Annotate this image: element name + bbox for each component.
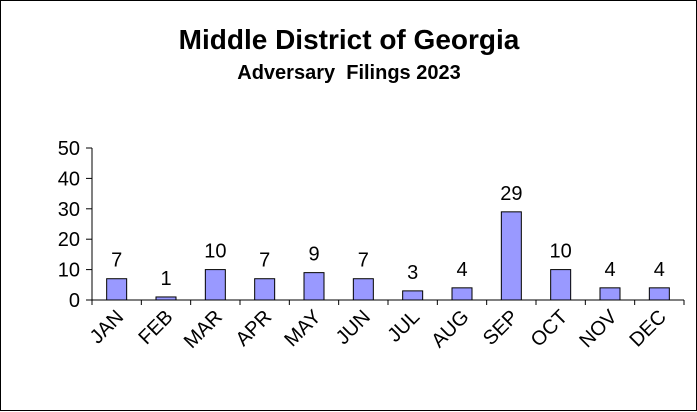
chart-title: Middle District of Georgia [179, 24, 520, 55]
x-tick-label-jul: JUL [383, 306, 424, 347]
data-label-jul: 3 [407, 262, 418, 284]
bar-feb [155, 296, 177, 301]
y-tick-label: 40 [58, 168, 80, 190]
x-tick-label-jan: JAN [86, 306, 128, 348]
x-tick-label-jun: JUN [332, 306, 375, 349]
bar-jan [106, 278, 128, 301]
y-tick-label: 10 [58, 260, 80, 282]
chart-subtitle: Adversary Filings 2023 [237, 62, 460, 84]
x-tick-label-dec: DEC [625, 306, 670, 351]
x-tick-label-oct: OCT [527, 306, 572, 351]
bar-may [303, 272, 325, 301]
y-tick-label: 50 [58, 138, 80, 160]
data-label-apr: 7 [259, 250, 270, 272]
plot-area: 0 10 20 30 40 50 7 JAN 1 FEB 10 MAR 7 APR 9 MAY 7 JUN 3 JUL… [58, 138, 685, 353]
x-tick-label-sep: SEP [479, 306, 523, 350]
bar-nov [599, 287, 621, 301]
data-label-feb: 1 [160, 268, 171, 290]
y-tick-label: 20 [58, 229, 80, 251]
data-label-dec: 4 [654, 259, 665, 281]
bar-jul [402, 290, 424, 301]
bar-aug [451, 287, 473, 301]
x-tick-label-mar: MAR [180, 306, 227, 353]
data-label-oct: 10 [550, 241, 572, 263]
bar-mar [204, 269, 226, 301]
x-tick-label-apr: APR [232, 306, 277, 351]
x-tick-label-feb: FEB [134, 306, 177, 349]
x-tick-label-nov: NOV [575, 306, 622, 353]
data-label-jun: 7 [358, 250, 369, 272]
data-label-may: 9 [308, 244, 319, 266]
x-tick-label-aug: AUG [427, 306, 473, 352]
bar-sep [500, 211, 522, 301]
bar-oct [550, 269, 572, 301]
y-tick-label: 0 [69, 290, 80, 312]
data-label-mar: 10 [204, 241, 226, 263]
bar-jun [352, 278, 374, 301]
y-tick-label: 30 [58, 199, 80, 221]
data-label-jan: 7 [111, 250, 122, 272]
bar-apr [254, 278, 276, 301]
data-label-aug: 4 [456, 259, 467, 281]
data-label-sep: 29 [500, 183, 522, 205]
x-tick-label-may: MAY [280, 306, 325, 351]
data-label-nov: 4 [604, 259, 615, 281]
bar-dec [648, 287, 670, 301]
